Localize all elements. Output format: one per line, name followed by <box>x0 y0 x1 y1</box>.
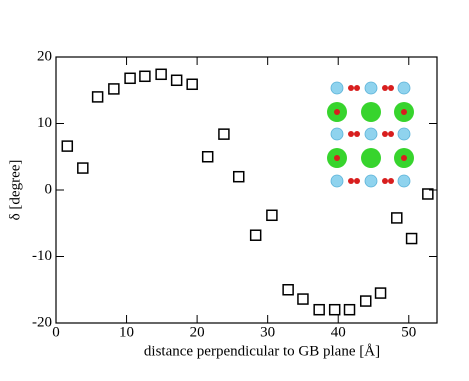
plot-frame <box>55 56 438 324</box>
x-tick-label: 10 <box>119 324 134 340</box>
point <box>77 162 89 174</box>
y-tick-label: -10 <box>32 248 52 264</box>
point <box>232 170 245 183</box>
y-tick-label: 20 <box>37 48 52 64</box>
y-tick-label: 10 <box>37 115 52 131</box>
point <box>186 78 198 91</box>
point <box>108 83 120 95</box>
x-tick-label: 20 <box>190 324 205 340</box>
inset-structure <box>327 81 414 188</box>
x-tick-label: 0 <box>52 324 60 340</box>
point <box>124 72 136 85</box>
point <box>343 303 356 316</box>
y-tick-label: -20 <box>32 314 52 330</box>
point <box>139 70 151 83</box>
point <box>405 232 418 245</box>
point <box>61 140 74 152</box>
point <box>422 188 434 200</box>
point <box>313 303 325 316</box>
x-tick-label: 50 <box>401 324 416 340</box>
point <box>218 128 230 140</box>
point <box>170 74 183 87</box>
point <box>91 91 104 103</box>
x-tick-label: 40 <box>331 324 346 340</box>
point <box>374 287 387 299</box>
point <box>201 151 214 163</box>
point <box>282 284 294 296</box>
y-tick-label: 0 <box>45 181 53 197</box>
point <box>297 293 309 305</box>
point <box>359 295 372 307</box>
point <box>249 229 262 241</box>
x-tick-label: 30 <box>260 324 275 340</box>
point <box>266 209 278 222</box>
y-axis-label: δ [degree] <box>7 160 23 221</box>
point <box>328 303 341 316</box>
point <box>391 212 403 224</box>
x-axis-label: distance perpendicular to GB plane [Å] <box>144 343 380 359</box>
point <box>155 68 167 81</box>
